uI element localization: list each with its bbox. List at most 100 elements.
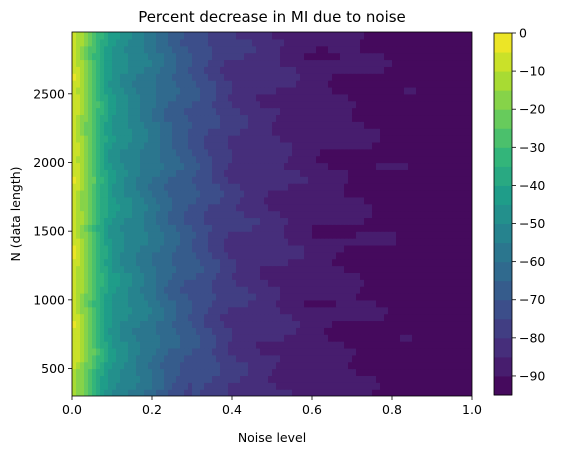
contour-cell — [124, 100, 129, 109]
contour-cell — [212, 313, 217, 322]
contour-cell — [304, 162, 309, 170]
contour-cell — [296, 176, 301, 184]
contour-cell — [76, 141, 81, 150]
contour-cell — [460, 66, 465, 74]
contour-cell — [428, 183, 433, 191]
contour-cell — [312, 121, 317, 129]
contour-cell — [348, 292, 353, 301]
contour-cell — [328, 231, 333, 239]
contour-cell — [160, 183, 165, 191]
contour-cell — [140, 121, 145, 129]
contour-cell — [388, 100, 393, 109]
contour-cell — [152, 279, 157, 287]
contour-cell — [80, 176, 85, 184]
contour-cell — [156, 224, 161, 232]
contour-cell — [264, 59, 269, 67]
contour-cell — [316, 258, 321, 267]
contour-cell — [328, 210, 333, 219]
contour-cell — [72, 196, 77, 205]
contour-cell — [140, 217, 145, 225]
contour-cell — [216, 66, 221, 74]
contour-cell — [92, 320, 97, 328]
contour-cell — [384, 389, 389, 396]
contour-cell — [256, 121, 261, 129]
contour-cell — [344, 258, 349, 267]
contour-cell — [92, 347, 97, 356]
contour-cell — [240, 231, 245, 239]
contour-cell — [172, 375, 177, 383]
contour-cell — [80, 279, 85, 287]
contour-cell — [296, 66, 301, 74]
contour-cell — [348, 86, 353, 95]
contour-cell — [352, 100, 357, 109]
contour-cell — [356, 231, 361, 239]
contour-cell — [376, 189, 381, 198]
contour-cell — [276, 306, 281, 315]
contour-cell — [132, 279, 137, 287]
contour-cell — [320, 176, 325, 184]
contour-cell — [304, 148, 309, 157]
contour-cell — [216, 286, 221, 294]
contour-cell — [384, 299, 389, 308]
contour-cell — [404, 176, 409, 184]
contour-cell — [372, 272, 377, 280]
contour-cell — [152, 66, 157, 74]
contour-cell — [148, 327, 153, 335]
contour-cell — [368, 327, 373, 335]
contour-cell — [244, 231, 249, 239]
contour-cell — [360, 258, 365, 267]
contour-cell — [284, 306, 289, 315]
contour-cell — [336, 265, 341, 273]
contour-cell — [400, 292, 405, 301]
contour-cell — [152, 313, 157, 322]
contour-cell — [260, 265, 265, 273]
contour-cell — [288, 347, 293, 356]
contour-cell — [460, 299, 465, 308]
contour-cell — [140, 272, 145, 280]
contour-cell — [280, 382, 285, 390]
contour-cell — [76, 169, 81, 177]
contour-cell — [196, 272, 201, 280]
contour-cell — [136, 196, 141, 205]
contour-cell — [348, 66, 353, 74]
contour-cell — [276, 265, 281, 273]
contour-cell — [100, 80, 105, 88]
contour-cell — [208, 189, 213, 198]
contour-cell — [252, 313, 257, 322]
contour-cell — [184, 306, 189, 315]
contour-cell — [408, 155, 413, 164]
contour-cell — [80, 148, 85, 157]
contour-cell — [448, 299, 453, 308]
contour-cell — [440, 100, 445, 109]
contour-cell — [152, 347, 157, 356]
contour-cell — [128, 86, 133, 95]
contour-cell — [152, 196, 157, 205]
contour-cell — [304, 176, 309, 184]
contour-cell — [256, 183, 261, 191]
contour-cell — [196, 135, 201, 143]
contour-cell — [344, 217, 349, 225]
contour-cell — [308, 299, 313, 308]
contour-cell — [208, 354, 213, 363]
contour-cell — [224, 135, 229, 143]
contour-cell — [404, 265, 409, 273]
contour-cell — [192, 217, 197, 225]
contour-cell — [440, 327, 445, 335]
contour-cell — [180, 299, 185, 308]
contour-cell — [88, 210, 93, 219]
contour-cell — [400, 347, 405, 356]
contour-cell — [88, 251, 93, 260]
contour-cell — [412, 176, 417, 184]
contour-cell — [304, 217, 309, 225]
contour-cell — [124, 306, 129, 315]
contour-cell — [112, 128, 117, 136]
contour-cell — [188, 265, 193, 273]
contour-cell — [368, 162, 373, 170]
contour-cell — [424, 183, 429, 191]
contour-cell — [84, 251, 89, 260]
contour-cell — [376, 341, 381, 349]
contour-cell — [452, 306, 457, 315]
contour-cell — [80, 272, 85, 280]
contour-cell — [116, 299, 121, 308]
contour-cell — [300, 375, 305, 383]
